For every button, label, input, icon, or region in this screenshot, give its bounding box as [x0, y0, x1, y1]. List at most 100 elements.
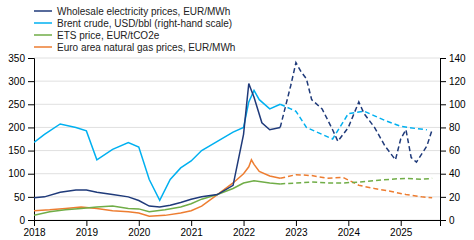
tick: 250: [8, 99, 34, 110]
tick-label: 150: [8, 145, 25, 156]
tick: 200: [8, 122, 34, 133]
tick-label: 40: [449, 168, 461, 179]
tick-label: 350: [8, 53, 25, 64]
legend-label: ETS price, EUR/tCO2e: [57, 30, 160, 41]
tick-mark: [28, 104, 34, 105]
tick-mark: [440, 197, 446, 198]
tick: 2023: [285, 220, 308, 238]
tick-label: 2021: [181, 227, 204, 238]
tick: 300: [8, 76, 34, 87]
legend-label: Brent crude, USD/bbl (right-hand scale): [57, 18, 232, 29]
tick-mark: [440, 81, 446, 82]
tick-label: 2018: [23, 227, 46, 238]
grid: [34, 58, 440, 220]
tick-mark: [440, 127, 446, 128]
tick-label: 2025: [390, 227, 413, 238]
grid-line: [34, 150, 440, 151]
legend-label: Wholesale electricity prices, EUR/MWh: [57, 6, 230, 17]
tick-label: 300: [8, 76, 25, 87]
tick: 0: [19, 215, 34, 226]
legend-swatch: [34, 10, 52, 12]
tick-label: 2020: [128, 227, 151, 238]
series-line: [34, 181, 280, 216]
tick-label: 0: [449, 215, 455, 226]
axis-line: [441, 59, 447, 221]
tick-mark: [401, 220, 402, 226]
series-line: [280, 175, 432, 198]
tick-mark: [348, 220, 349, 226]
tick-label: 120: [449, 76, 466, 87]
tick-mark: [28, 127, 34, 128]
tick-label: 250: [8, 99, 25, 110]
tick: 2025: [390, 220, 413, 238]
tick-mark: [440, 58, 446, 59]
tick-mark: [28, 220, 34, 221]
tick-label: 80: [449, 122, 461, 133]
tick-label: 200: [8, 122, 25, 133]
legend-item: ETS price, EUR/tCO2e: [34, 30, 160, 41]
tick: 2022: [233, 220, 256, 238]
tick: 80: [440, 122, 461, 133]
tick-mark: [28, 58, 34, 59]
tick-mark: [440, 151, 446, 152]
tick-label: 0: [19, 215, 25, 226]
tick-mark: [296, 220, 297, 226]
tick: 2020: [128, 220, 151, 238]
grid-line: [34, 81, 440, 82]
chart: 2018 2019 2020 2021 2022 2023 2024 2025 0 50 100 15…: [0, 0, 474, 240]
tick: 100: [8, 168, 34, 179]
axis-line: [28, 59, 35, 221]
tick: 60: [440, 145, 461, 156]
tick-mark: [28, 81, 34, 82]
tick-label: 2019: [76, 227, 99, 238]
tick: 0: [440, 215, 455, 226]
tick-label: 100: [8, 168, 25, 179]
tick: 2019: [76, 220, 99, 238]
tick-mark: [28, 151, 34, 152]
tick-mark: [191, 220, 192, 226]
tick-mark: [440, 220, 446, 221]
legend-item: Euro area natural gas prices, EUR/MWh: [34, 42, 235, 53]
tick-label: 140: [449, 53, 466, 64]
legend-label: Euro area natural gas prices, EUR/MWh: [57, 42, 235, 53]
grid-line: [34, 58, 440, 59]
series-line: [34, 160, 280, 216]
tick-mark: [28, 174, 34, 175]
tick-label: 2022: [233, 227, 256, 238]
series-line: [280, 63, 432, 163]
tick-label: 100: [449, 99, 466, 110]
grid-line: [34, 196, 440, 197]
tick-mark: [440, 104, 446, 105]
series-line: [280, 178, 432, 184]
legend-item: Brent crude, USD/bbl (right-hand scale): [34, 18, 232, 29]
legend: Wholesale electricity prices, EUR/MWhBre…: [34, 6, 235, 53]
series-line: [34, 90, 280, 200]
tick: 350: [8, 53, 34, 64]
tick: 2021: [181, 220, 204, 238]
tick-mark: [244, 220, 245, 226]
tick: 120: [440, 76, 466, 87]
x-axis: 2018 2019 2020 2021 2022 2023 2024 2025: [23, 220, 440, 238]
tick: 2018: [23, 220, 46, 238]
grid-line: [34, 127, 440, 128]
legend-swatch: [34, 46, 52, 48]
grid-line: [34, 104, 440, 105]
tick-label: 60: [449, 145, 461, 156]
legend-swatch: [34, 34, 52, 36]
tick: 50: [14, 192, 34, 203]
y-axis: 0 50 100 150 200 250 300 350: [8, 53, 34, 226]
tick-mark: [86, 220, 87, 226]
series-line: [280, 104, 427, 139]
tick: 140: [440, 53, 466, 64]
tick-label: 2024: [338, 227, 361, 238]
axis-line: [35, 221, 441, 227]
y2-axis: 020406080100120140: [440, 53, 466, 226]
tick: 2024: [338, 220, 361, 238]
tick-mark: [28, 197, 34, 198]
tick: 100: [440, 99, 466, 110]
tick-mark: [440, 174, 446, 175]
lines: [34, 63, 432, 217]
grid-line: [34, 173, 440, 174]
tick: 40: [440, 168, 461, 179]
plot: 2018 2019 2020 2021 2022 2023 2024 2025 0 50 100 15…: [8, 53, 466, 238]
